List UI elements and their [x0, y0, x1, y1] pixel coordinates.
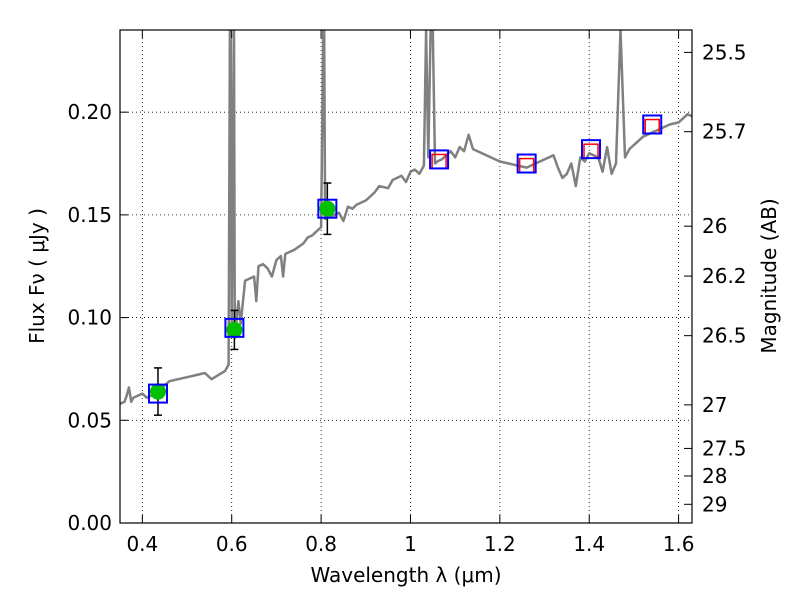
y2-tick-label: 27.5 — [702, 436, 747, 460]
x-tick-label: 1 — [404, 532, 417, 556]
y2-tick-label: 29 — [702, 492, 727, 516]
x-tick-label: 1.6 — [663, 532, 695, 556]
y2-tick-label: 26.5 — [702, 324, 747, 348]
model-box — [429, 149, 450, 170]
x-tick-label: 0.8 — [305, 532, 337, 556]
observed-point — [319, 200, 336, 217]
y2-tick-label: 26.2 — [702, 264, 747, 288]
x-tick-label: 0.6 — [216, 532, 248, 556]
x-tick-label: 0.4 — [126, 532, 158, 556]
x-tick-label: 1.4 — [573, 532, 605, 556]
model-box — [224, 317, 245, 338]
spectrum-line — [120, 30, 692, 406]
y2-tick-label: 28 — [702, 464, 727, 488]
y2-axis-label: Magnitude (AB) — [757, 198, 781, 353]
y2-tick-label: 25.7 — [702, 120, 747, 144]
y-tick-label: 0.10 — [67, 306, 112, 330]
plot-series — [120, 30, 692, 416]
y-tick-label: 0.00 — [67, 511, 112, 535]
model-box — [642, 114, 663, 135]
observed-point — [149, 383, 166, 400]
observed-point — [226, 321, 243, 338]
plot-frame — [119, 29, 693, 524]
x-axis-label: Wavelength λ (μm) — [310, 563, 501, 587]
y2-tick-label: 25.5 — [702, 40, 747, 64]
y-tick-label: 0.20 — [67, 100, 112, 124]
model-box — [516, 153, 537, 174]
y2-tick-label: 26 — [702, 214, 727, 238]
y-axis-label: Flux Fν ( μJy ) — [25, 208, 49, 344]
y2-tick-label: 27 — [702, 393, 727, 417]
model-box — [581, 139, 602, 160]
model-box — [317, 198, 338, 219]
axes: 0.4 0.6 0.8 1 1.2 1.4 1.6 0.00 0.05 0.10 0.15 0.20 2… — [67, 30, 747, 556]
y-tick-label: 0.15 — [67, 203, 112, 227]
grid-lines — [120, 30, 692, 524]
y-tick-label: 0.05 — [67, 408, 112, 432]
x-tick-label: 1.2 — [484, 532, 516, 556]
model-box — [147, 383, 168, 404]
